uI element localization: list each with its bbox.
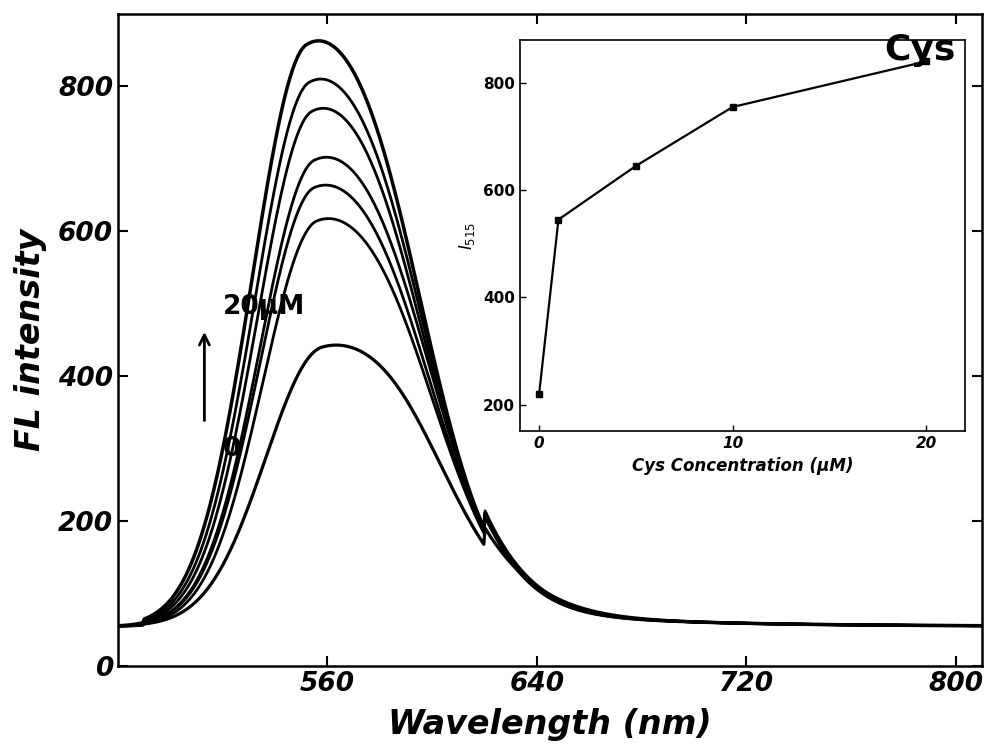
Text: 0: 0 bbox=[223, 436, 241, 461]
Text: Cys: Cys bbox=[885, 33, 956, 67]
Y-axis label: FL intensity: FL intensity bbox=[14, 229, 47, 451]
X-axis label: Wavelength (nm): Wavelength (nm) bbox=[388, 708, 712, 741]
Text: 20μM: 20μM bbox=[223, 294, 305, 319]
